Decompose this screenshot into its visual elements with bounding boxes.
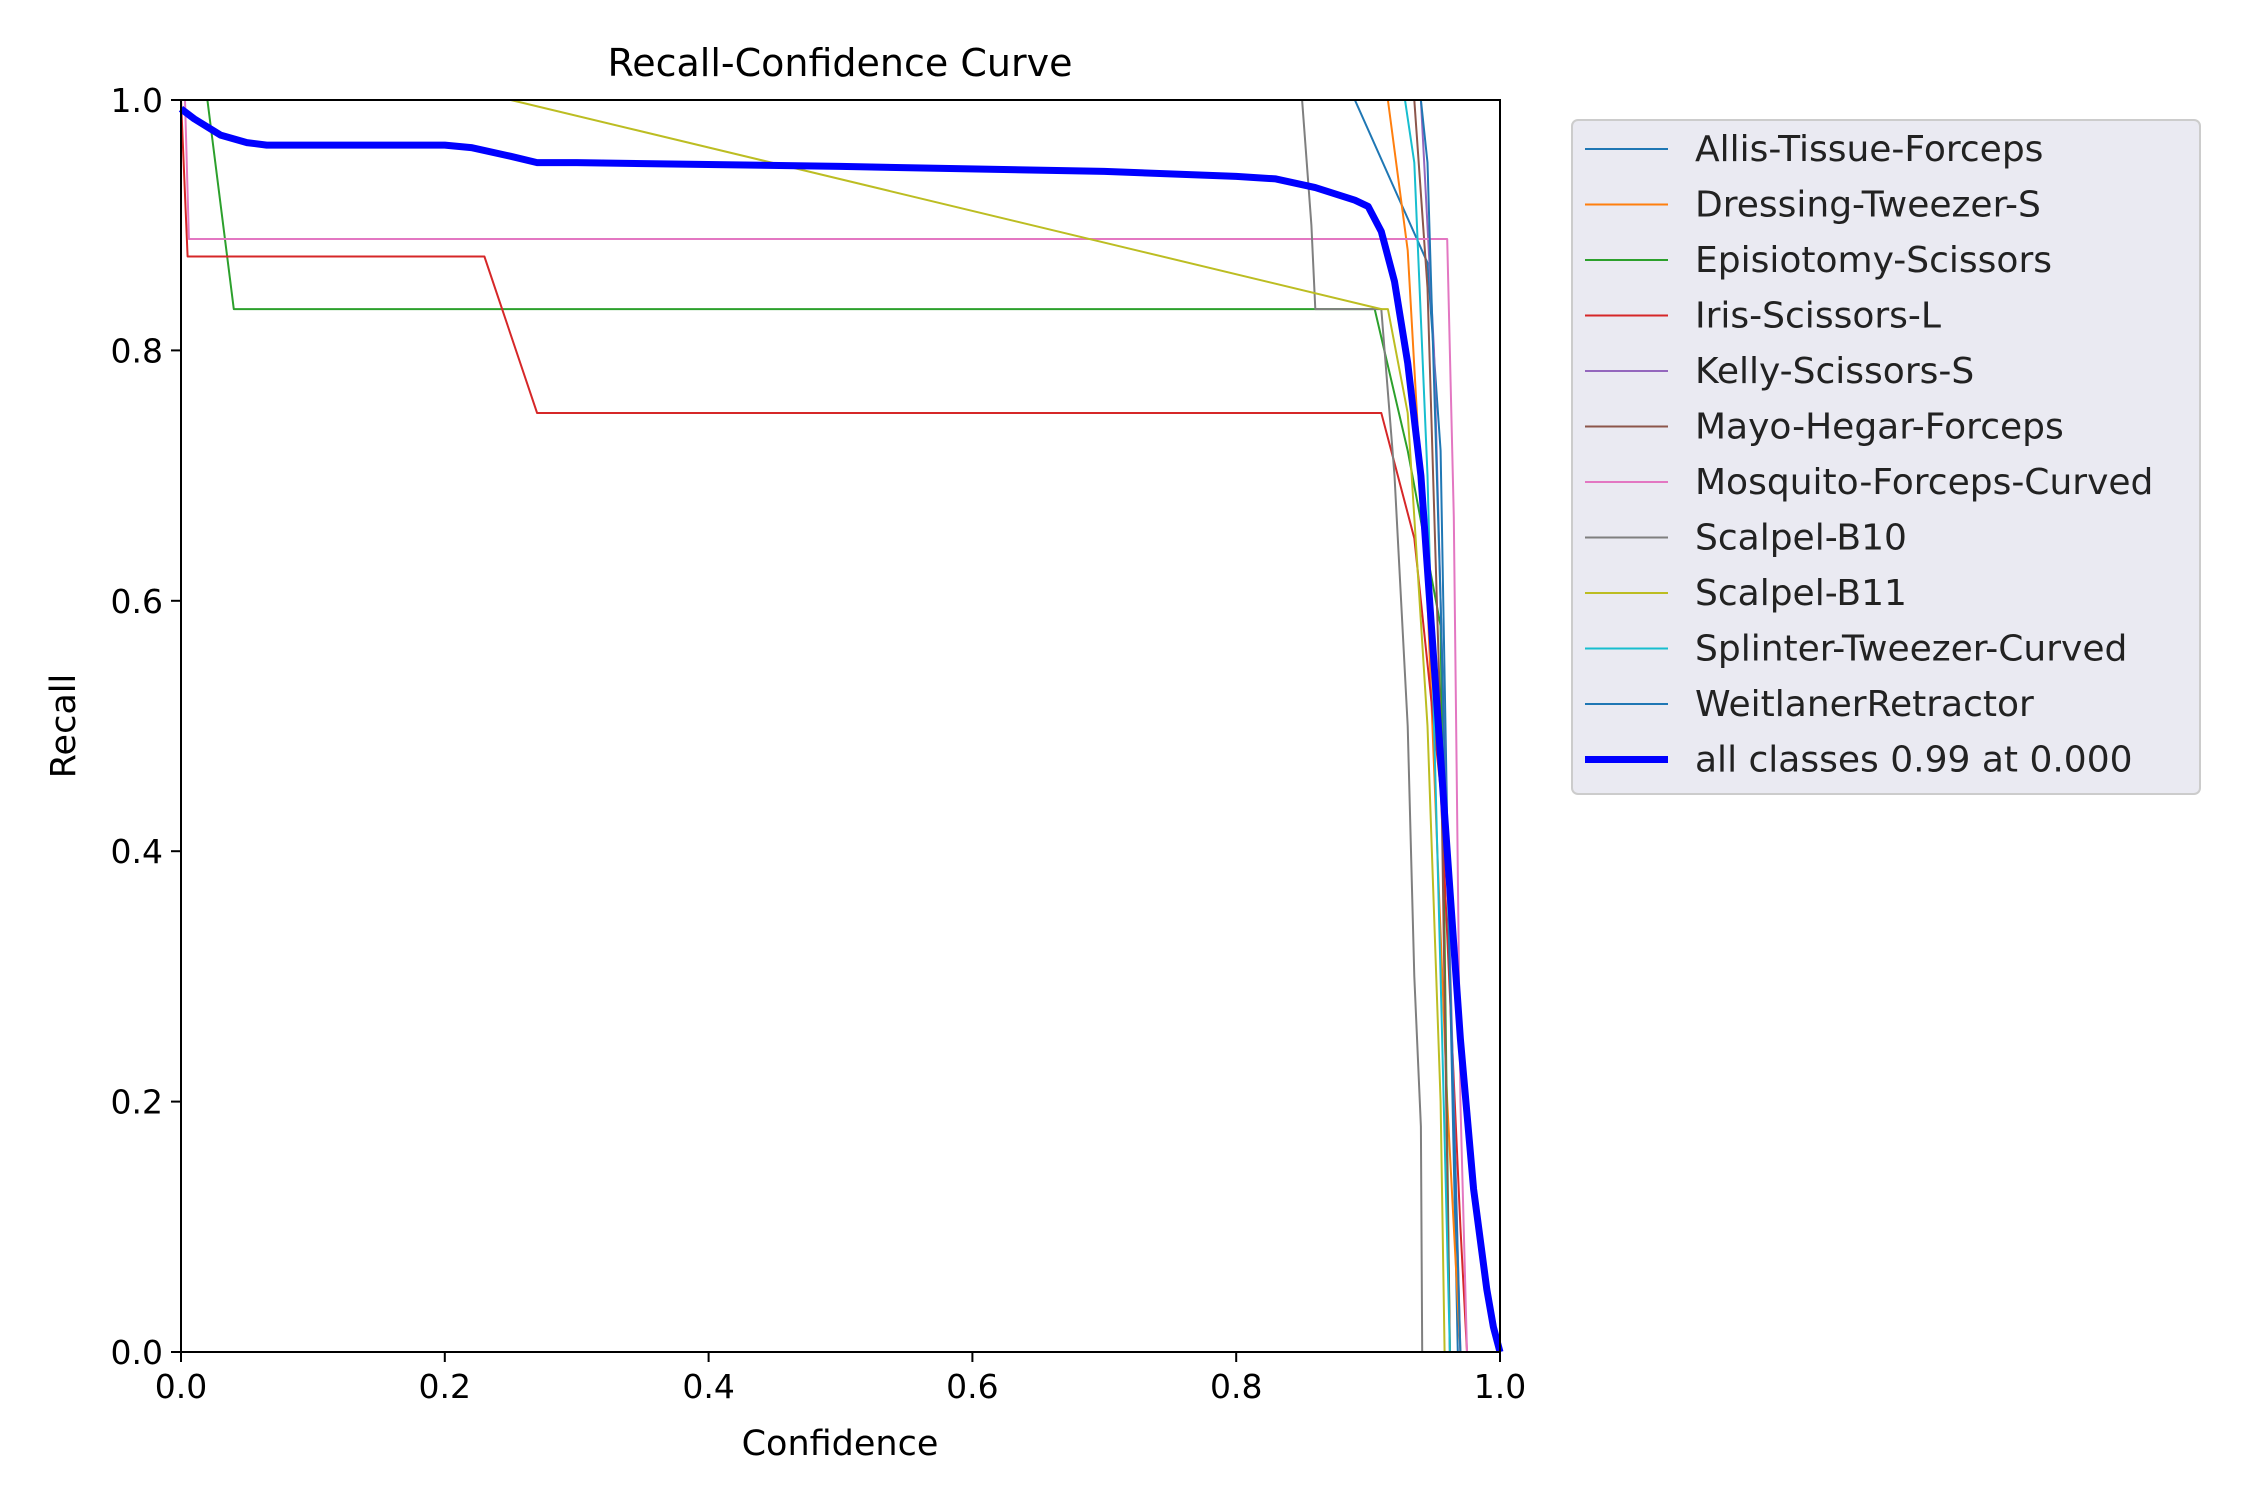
series-line-6 [181,99,1468,1353]
series-line-10 [1419,99,1462,1353]
x-tick-label: 0.8 [1210,1367,1262,1406]
legend-items: Allis-Tissue-Forceps Dressing-Tweezer-S Ep… [1585,129,2153,781]
y-tick-label: 0.2 [111,1083,163,1122]
y-axis-title: Recall [44,674,84,778]
x-axis-title: Confidence [742,1424,939,1464]
x-tick-label: 1.0 [1474,1367,1526,1406]
x-tick-label: 0.4 [682,1367,734,1406]
legend-label-10: WeitlanerRetractor [1695,684,2034,725]
y-axis: 0.0 0.2 0.4 0.6 0.8 1.0 [111,81,181,1372]
series-line-11 [178,106,1504,1353]
x-tick-label: 0.0 [155,1367,207,1406]
series-line-3 [180,99,1468,1353]
legend-label-7: Scalpel-B10 [1695,518,1907,559]
chart-title: Recall-Confidence Curve [608,41,1073,85]
plot-frame [180,99,1501,1353]
legend-label-0: Allis-Tissue-Forceps [1695,129,2043,170]
series-layer [178,99,1504,1353]
x-tick-label: 0.6 [946,1367,998,1406]
legend-label-4: Kelly-Scissors-S [1695,351,1974,392]
y-tick-label: 0.4 [111,832,163,871]
legend-label-2: Episiotomy-Scissors [1695,240,2052,281]
y-tick-label: 0.0 [111,1333,163,1372]
series-line-7 [1301,99,1424,1353]
legend-label-5: Mayo-Hegar-Forceps [1695,407,2064,448]
legend: Allis-Tissue-Forceps Dressing-Tweezer-S Ep… [1571,119,2201,795]
legend-label-1: Dressing-Tweezer-S [1695,185,2041,226]
y-tick-label: 1.0 [111,81,163,120]
series-line-9 [1404,99,1451,1353]
legend-label-9: Splinter-Tweezer-Curved [1695,629,2127,670]
legend-label-6: Mosquito-Forceps-Curved [1695,462,2153,503]
series-line-5 [1413,99,1451,1353]
y-tick-label: 0.8 [111,331,163,370]
series-line-2 [181,99,1451,1353]
series-line-8 [510,99,1446,1353]
y-tick-label: 0.6 [111,582,163,621]
x-tick-label: 0.2 [419,1367,471,1406]
legend-label-8: Scalpel-B11 [1695,573,1907,614]
x-axis: 0.0 0.2 0.4 0.6 0.8 1.0 [155,1352,1526,1406]
legend-box [1571,119,2201,795]
legend-label-11: all classes 0.99 at 0.000 [1695,740,2133,781]
legend-label-3: Iris-Scissors-L [1695,296,1941,337]
